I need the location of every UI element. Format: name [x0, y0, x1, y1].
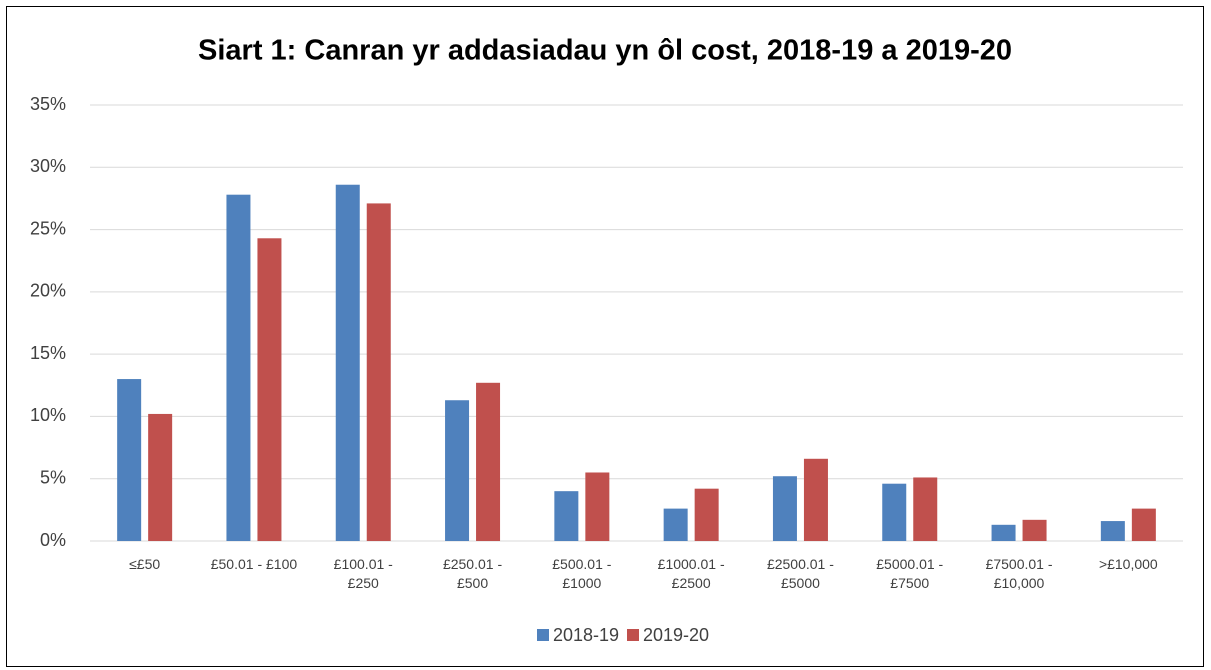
y-tick-label: 35% [30, 94, 66, 114]
x-tick-label: £500.01 - £1000 [552, 556, 612, 591]
bar [148, 413, 173, 541]
bar [226, 194, 251, 542]
legend-label: 2019-20 [643, 625, 709, 645]
bar [1100, 521, 1125, 541]
y-tick-label: 5% [40, 467, 66, 487]
bar [991, 524, 1016, 541]
bar [335, 184, 360, 541]
legend-label: 2018-19 [553, 625, 619, 645]
bar [117, 379, 142, 541]
bar [1022, 519, 1047, 541]
bar [366, 203, 391, 541]
y-tick-label: 0% [40, 530, 66, 550]
x-tick-label: £5000.01 - £7500 [876, 556, 944, 591]
bar [257, 238, 282, 541]
x-tick-label: £2500.01 - £5000 [766, 556, 834, 591]
bar [476, 382, 501, 541]
bar [913, 477, 938, 541]
bar [585, 472, 610, 541]
y-tick-label: 30% [30, 156, 66, 176]
x-tick-label: £100.01 - £250 [333, 556, 393, 591]
legend-swatch [627, 629, 639, 641]
bar [772, 476, 797, 541]
bar [803, 458, 828, 541]
x-tick-label: £7500.01 - £10,000 [985, 556, 1053, 591]
x-tick-label: ≤£50 [129, 556, 161, 572]
y-tick-label: 10% [30, 405, 66, 425]
chart-title: Siart 1: Canran yr addasiadau yn ôl cost… [198, 35, 1012, 67]
x-tick-label: >£10,000 [1098, 556, 1158, 572]
bar [554, 491, 579, 541]
y-tick-label: 25% [30, 218, 66, 238]
x-tick-label: £50.01 - £100 [210, 556, 298, 572]
x-tick-label: £250.01 - £500 [442, 556, 503, 591]
y-tick-label: 15% [30, 343, 66, 363]
bar [663, 508, 688, 541]
bar [694, 488, 719, 541]
bar [1131, 508, 1156, 541]
bar [882, 483, 907, 541]
chart-border [6, 6, 1204, 667]
legend-swatch [537, 629, 549, 641]
x-tick-label: £1000.01 - £2500 [657, 556, 725, 591]
bar [445, 400, 470, 541]
y-tick-label: 20% [30, 281, 66, 301]
